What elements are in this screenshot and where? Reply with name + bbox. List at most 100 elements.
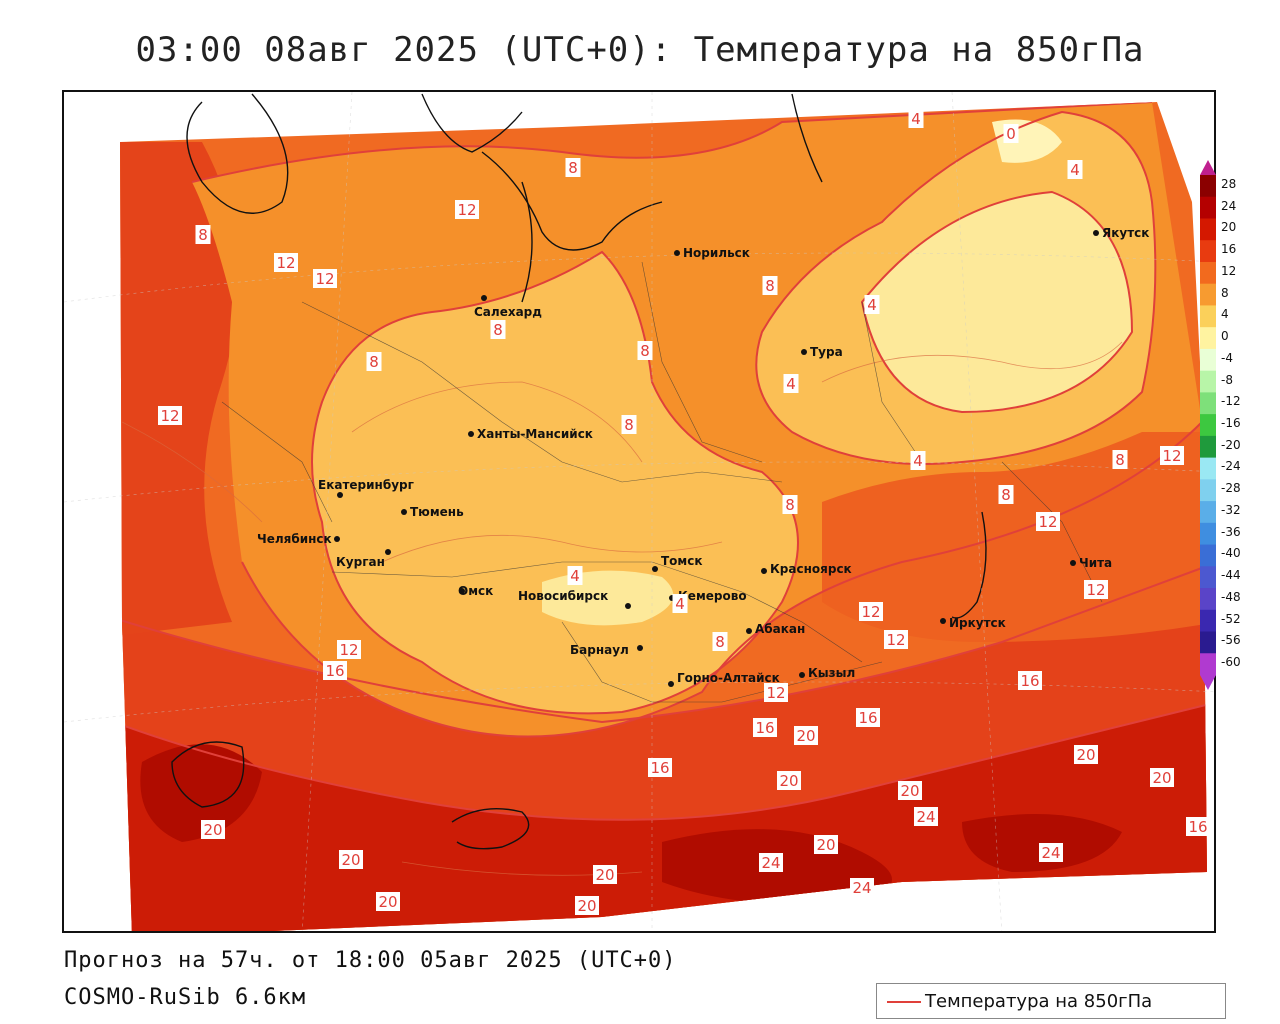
- city-marker: [799, 672, 805, 678]
- model-name: COSMO-RuSib 6.6км: [64, 985, 307, 1010]
- isotherm-label: 20: [814, 835, 838, 854]
- isotherm-label: 20: [777, 771, 801, 790]
- svg-text:20: 20: [577, 897, 596, 915]
- colorbar-segment: [1200, 566, 1216, 589]
- city-label: Чита: [1079, 556, 1112, 570]
- colorbar-tick-label: 12: [1221, 263, 1237, 278]
- svg-text:8: 8: [785, 496, 795, 514]
- colorbar-segment: [1200, 305, 1216, 328]
- svg-text:8: 8: [198, 226, 208, 244]
- city-label: Иркутск: [949, 616, 1006, 630]
- isotherm-label: 16: [856, 708, 880, 727]
- colorbar-tick-label: -52: [1221, 611, 1241, 626]
- city-marker: [481, 295, 487, 301]
- colorbar-tick-label: -20: [1221, 437, 1241, 452]
- colorbar-segment: [1200, 457, 1216, 480]
- colorbar-tick-label: -40: [1221, 546, 1241, 561]
- isotherm-label: 12: [1036, 512, 1060, 531]
- city-label: Барнаул: [570, 643, 629, 657]
- isotherm-label: 12: [1084, 580, 1108, 599]
- svg-text:20: 20: [900, 782, 919, 800]
- colorbar-tick-label: -24: [1221, 459, 1241, 474]
- city-label: Якутск: [1102, 226, 1149, 240]
- colorbar-tick-label: -32: [1221, 502, 1241, 517]
- svg-text:4: 4: [786, 375, 796, 393]
- svg-text:8: 8: [765, 277, 775, 295]
- isotherm-label: 4: [783, 374, 799, 393]
- isotherm-label: 20: [339, 850, 363, 869]
- colorbar-segment: [1200, 544, 1216, 567]
- city-marker: [337, 492, 343, 498]
- isotherm-label: 8: [195, 225, 211, 244]
- city-marker: [637, 645, 643, 651]
- isotherm-label: 4: [1067, 160, 1083, 179]
- isotherm-label: 8: [565, 158, 581, 177]
- colorbar-segment: [1200, 522, 1216, 546]
- svg-text:0: 0: [1006, 125, 1016, 143]
- colorbar-segment: [1200, 240, 1216, 263]
- colorbar-segment: [1200, 327, 1216, 350]
- svg-text:4: 4: [1070, 161, 1080, 179]
- svg-text:12: 12: [1086, 581, 1105, 599]
- isotherm-label: 8: [762, 276, 778, 295]
- svg-text:4: 4: [570, 567, 580, 585]
- forecast-info: Прогноз на 57ч. от 18:00 05авг 2025 (UTC…: [64, 948, 677, 973]
- isotherm-label: 12: [313, 269, 337, 288]
- colorbar-tick-label: -60: [1221, 655, 1241, 670]
- colorbar-tick-label: 16: [1221, 242, 1237, 257]
- city-marker: [625, 603, 631, 609]
- svg-text:12: 12: [1038, 513, 1057, 531]
- svg-text:8: 8: [568, 159, 578, 177]
- isotherm-label: 20: [794, 726, 818, 745]
- colorbar-segment: [1200, 370, 1216, 393]
- isotherm-label: 24: [850, 878, 874, 897]
- city-marker: [761, 568, 767, 574]
- isotherm-label: 4: [910, 451, 926, 470]
- city-marker: [940, 618, 946, 624]
- city-marker: [674, 250, 680, 256]
- colorbar-segment: [1200, 348, 1216, 372]
- svg-text:16: 16: [858, 709, 877, 727]
- temperature-field: Норильск Якутск Салехард Тура Ханты-Мансийск…: [64, 92, 1214, 931]
- svg-text:4: 4: [675, 595, 685, 613]
- svg-text:12: 12: [315, 270, 334, 288]
- city-marker: [459, 588, 465, 594]
- colorbar-segment: [1200, 196, 1216, 219]
- city-label: Тюмень: [410, 505, 464, 519]
- colorbar-segment: [1200, 261, 1216, 285]
- city-label: Салехард: [474, 305, 542, 319]
- isotherm-label: 12: [859, 602, 883, 621]
- colorbar-segment: [1200, 588, 1216, 611]
- city-marker: [668, 681, 674, 687]
- colorbar-segment: [1200, 501, 1216, 524]
- svg-text:24: 24: [1041, 844, 1060, 862]
- isotherm-label: 20: [1074, 745, 1098, 764]
- temperature-colorbar: [1200, 160, 1216, 690]
- colorbar-tick-label: 20: [1221, 220, 1237, 235]
- isotherm-label: 8: [712, 632, 728, 651]
- isotherm-label: 16: [648, 758, 672, 777]
- svg-text:8: 8: [1115, 451, 1125, 469]
- isotherm-label: 24: [759, 853, 783, 872]
- legend-label: Температура на 850гПа: [925, 991, 1153, 1012]
- city-marker: [468, 431, 474, 437]
- isotherm-label: 12: [274, 253, 298, 272]
- city-label: Кызыл: [808, 666, 855, 680]
- colorbar-segment: [1200, 653, 1216, 676]
- svg-text:8: 8: [624, 416, 634, 434]
- svg-text:20: 20: [203, 821, 222, 839]
- city-marker: [652, 566, 658, 572]
- colorbar-segment: [1200, 175, 1216, 198]
- colorbar-segment: [1200, 479, 1216, 502]
- svg-text:12: 12: [1162, 447, 1181, 465]
- city-label: Курган: [336, 555, 385, 569]
- svg-text:8: 8: [640, 342, 650, 360]
- isotherm-label: 4: [567, 566, 583, 585]
- svg-text:12: 12: [457, 201, 476, 219]
- svg-text:4: 4: [911, 110, 921, 128]
- city-label: Красноярск: [770, 562, 852, 576]
- isotherm-label: 8: [1112, 450, 1128, 469]
- isotherm-label: 12: [455, 200, 479, 219]
- colorbar-segment: [1200, 218, 1216, 241]
- svg-text:8: 8: [1001, 486, 1011, 504]
